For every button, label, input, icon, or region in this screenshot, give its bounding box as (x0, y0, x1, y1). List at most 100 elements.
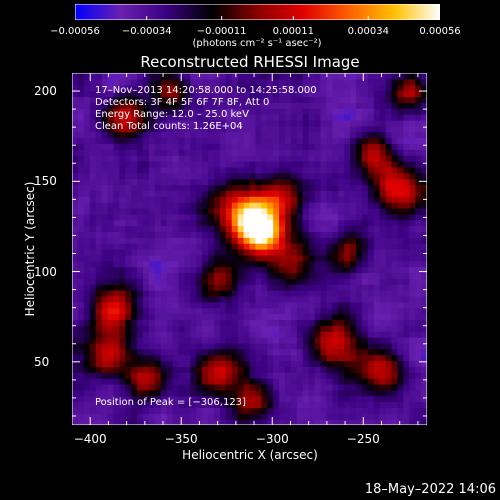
heatmap-cell (225, 389, 233, 397)
heatmap-cell (249, 213, 257, 221)
heatmap-cell (89, 102, 97, 109)
heatmap-cell (237, 407, 245, 414)
heatmap-cell (190, 155, 197, 162)
heatmap-cell (267, 354, 274, 362)
heatmap-cell (196, 278, 203, 285)
heatmap-cell (296, 249, 304, 256)
heatmap-cell (72, 243, 79, 250)
heatmap-cell (214, 225, 221, 232)
heatmap-cell (344, 237, 351, 244)
heatmap-cell (148, 196, 156, 203)
heatmap-cell (302, 190, 310, 197)
heatmap-cell (314, 395, 322, 403)
heatmap-cell (403, 342, 410, 350)
heatmap-cell (243, 96, 251, 103)
heatmap-cell (154, 307, 162, 315)
heatmap-cell (131, 260, 138, 268)
heatmap-cell (208, 213, 215, 221)
heatmap-cell (160, 178, 168, 186)
heatmap-cell (279, 166, 286, 174)
heatmap-cell (344, 119, 351, 127)
heatmap-cell (160, 272, 168, 279)
heatmap-cell (243, 354, 251, 362)
heatmap-cell (320, 307, 328, 315)
heatmap-cell (332, 290, 339, 297)
heatmap-cell (279, 213, 286, 221)
heatmap-cell (107, 260, 115, 268)
heatmap-cell (403, 178, 410, 186)
heatmap-cell (421, 254, 427, 262)
heatmap-cell (166, 401, 174, 408)
heatmap-cell (219, 202, 227, 209)
heatmap-cell (243, 196, 251, 203)
heatmap-cell (154, 337, 162, 344)
heatmap-cell (190, 413, 197, 420)
heatmap-cell (302, 207, 310, 215)
heatmap-cell (72, 342, 79, 350)
heatmap-cell (160, 337, 168, 344)
heatmap-cell (397, 337, 404, 344)
heatmap-cell (403, 378, 410, 385)
heatmap-cell (279, 196, 286, 203)
heatmap-cell (391, 190, 399, 197)
heatmap-cell (290, 196, 298, 203)
heatmap-cell (385, 301, 393, 309)
heatmap-cell (267, 401, 274, 408)
heatmap-cell (125, 155, 132, 162)
heatmap-cell (137, 207, 144, 215)
heatmap-cell (367, 84, 375, 92)
heatmap-cell (279, 389, 286, 397)
heatmap-cell (273, 260, 280, 268)
heatmap-cell (72, 378, 79, 385)
heatmap-cell (119, 172, 126, 180)
heatmap-cell (143, 196, 150, 203)
heatmap-cell (178, 290, 186, 297)
heatmap-cell (143, 161, 150, 168)
heatmap-cell (249, 313, 257, 320)
heatmap-cell (279, 119, 286, 127)
heatmap-cell (350, 249, 357, 256)
heatmap-cell (249, 290, 257, 297)
heatmap-cell (172, 342, 180, 350)
heatmap-cell (332, 254, 339, 262)
heatmap-cell (290, 348, 298, 356)
heatmap-cell (261, 342, 268, 350)
heatmap-cell (314, 413, 322, 420)
heatmap-cell (255, 266, 262, 274)
heatmap-cell (332, 266, 339, 274)
heatmap-cell (391, 407, 399, 414)
heatmap-cell (107, 196, 115, 203)
heatmap-cell (125, 278, 132, 285)
heatmap-cell (397, 313, 404, 320)
heatmap-cell (415, 260, 422, 268)
heatmap-cell (225, 161, 233, 168)
heatmap-cell (208, 389, 215, 397)
heatmap-cell (77, 172, 85, 180)
heatmap-cell (95, 184, 103, 191)
heatmap-cell (350, 395, 357, 403)
heatmap-cell (190, 401, 197, 408)
heatmap-cell (261, 172, 268, 180)
heatmap-cell (202, 149, 209, 156)
heatmap-cell (379, 348, 387, 356)
heatmap-cell (350, 401, 357, 408)
heatmap-cell (143, 213, 150, 221)
heatmap-cell (119, 354, 126, 362)
heatmap-cell (385, 372, 393, 379)
heatmap-cell (237, 172, 245, 180)
heatmap-cell (326, 260, 333, 268)
heatmap-cell (391, 260, 399, 268)
heatmap-cell (143, 383, 150, 391)
heatmap-cell (314, 108, 322, 115)
heatmap-cell (409, 73, 416, 80)
heatmap-cell (125, 237, 132, 244)
heatmap-cell (385, 378, 393, 385)
heatmap-cell (338, 172, 345, 180)
heatmap-cell (113, 96, 120, 103)
heatmap-cell (72, 395, 79, 403)
heatmap-cell (243, 290, 251, 297)
heatmap-cell (219, 190, 227, 197)
heatmap-cell (72, 166, 79, 174)
heatmap-cell (373, 419, 381, 425)
heatmap-cell (391, 108, 399, 115)
